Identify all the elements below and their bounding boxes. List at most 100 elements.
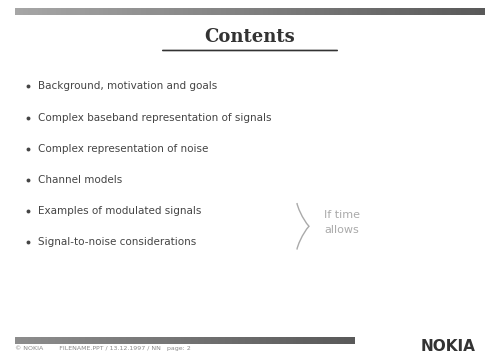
Bar — [212, 337, 216, 344]
Bar — [124, 337, 127, 344]
Bar — [424, 8, 428, 15]
Bar — [175, 337, 178, 344]
Bar — [83, 337, 86, 344]
Bar — [134, 337, 138, 344]
Bar — [290, 337, 294, 344]
Bar — [348, 8, 354, 15]
Bar — [314, 337, 318, 344]
Bar — [203, 8, 207, 15]
Bar — [311, 8, 316, 15]
Bar — [283, 8, 288, 15]
Bar — [59, 337, 62, 344]
Bar — [308, 337, 311, 344]
Bar — [156, 8, 160, 15]
Bar — [188, 337, 192, 344]
Bar — [240, 8, 246, 15]
Bar — [442, 8, 448, 15]
Bar — [166, 8, 170, 15]
Bar — [185, 337, 188, 344]
Bar — [278, 8, 283, 15]
Bar — [386, 8, 391, 15]
Bar — [400, 8, 405, 15]
Bar — [212, 8, 217, 15]
Bar — [62, 337, 66, 344]
Bar — [256, 337, 260, 344]
Bar — [127, 337, 130, 344]
Bar — [250, 8, 254, 15]
Bar — [62, 8, 66, 15]
Bar — [340, 8, 344, 15]
Bar — [151, 337, 154, 344]
Bar — [377, 8, 382, 15]
Bar — [405, 8, 410, 15]
Bar — [170, 8, 175, 15]
Bar — [358, 8, 363, 15]
Bar — [198, 8, 203, 15]
Bar — [34, 8, 38, 15]
Text: Examples of modulated signals: Examples of modulated signals — [38, 206, 201, 216]
Bar — [391, 8, 396, 15]
Bar — [372, 8, 377, 15]
Bar — [100, 337, 103, 344]
Bar — [152, 8, 156, 15]
Bar — [277, 337, 280, 344]
Bar — [198, 337, 202, 344]
Bar — [217, 8, 222, 15]
Bar — [90, 8, 95, 15]
Bar — [95, 8, 100, 15]
Bar — [172, 337, 175, 344]
Bar — [352, 337, 355, 344]
Bar — [266, 337, 270, 344]
Bar — [264, 8, 269, 15]
Bar — [192, 337, 195, 344]
Bar — [178, 337, 182, 344]
Bar — [231, 8, 236, 15]
Bar — [348, 337, 352, 344]
Bar — [110, 337, 114, 344]
Text: Complex baseband representation of signals: Complex baseband representation of signa… — [38, 113, 271, 122]
Bar — [148, 337, 151, 344]
Bar — [457, 8, 462, 15]
Bar — [141, 337, 144, 344]
Bar — [144, 337, 148, 344]
Bar — [300, 337, 304, 344]
Bar — [117, 337, 120, 344]
Bar — [104, 337, 107, 344]
Bar — [320, 8, 325, 15]
Text: Channel models: Channel models — [38, 175, 122, 185]
Bar — [236, 337, 240, 344]
Bar — [194, 8, 198, 15]
Bar — [22, 337, 25, 344]
Bar — [222, 337, 226, 344]
Bar — [130, 337, 134, 344]
Bar — [146, 8, 152, 15]
Bar — [396, 8, 400, 15]
Bar — [81, 8, 86, 15]
Bar — [222, 8, 226, 15]
Bar — [180, 8, 184, 15]
Bar — [49, 337, 52, 344]
Bar — [260, 8, 264, 15]
Bar — [18, 337, 22, 344]
Bar — [28, 337, 32, 344]
Bar — [158, 337, 161, 344]
Bar — [80, 337, 83, 344]
Bar — [209, 337, 212, 344]
Bar — [338, 337, 342, 344]
Bar — [52, 8, 58, 15]
Bar — [175, 8, 180, 15]
Bar — [410, 8, 414, 15]
Bar — [414, 8, 419, 15]
Bar — [32, 337, 35, 344]
Bar — [154, 337, 158, 344]
Bar — [90, 337, 93, 344]
Bar — [226, 8, 231, 15]
Bar — [466, 8, 471, 15]
Bar — [184, 8, 189, 15]
Bar — [100, 8, 104, 15]
Text: © NOKIA        FILENAME.PPT / 13.12.1997 / NN   page: 2: © NOKIA FILENAME.PPT / 13.12.1997 / NN p… — [15, 345, 191, 351]
Bar — [428, 8, 434, 15]
Bar — [114, 8, 118, 15]
Bar — [321, 337, 324, 344]
Bar — [288, 8, 292, 15]
